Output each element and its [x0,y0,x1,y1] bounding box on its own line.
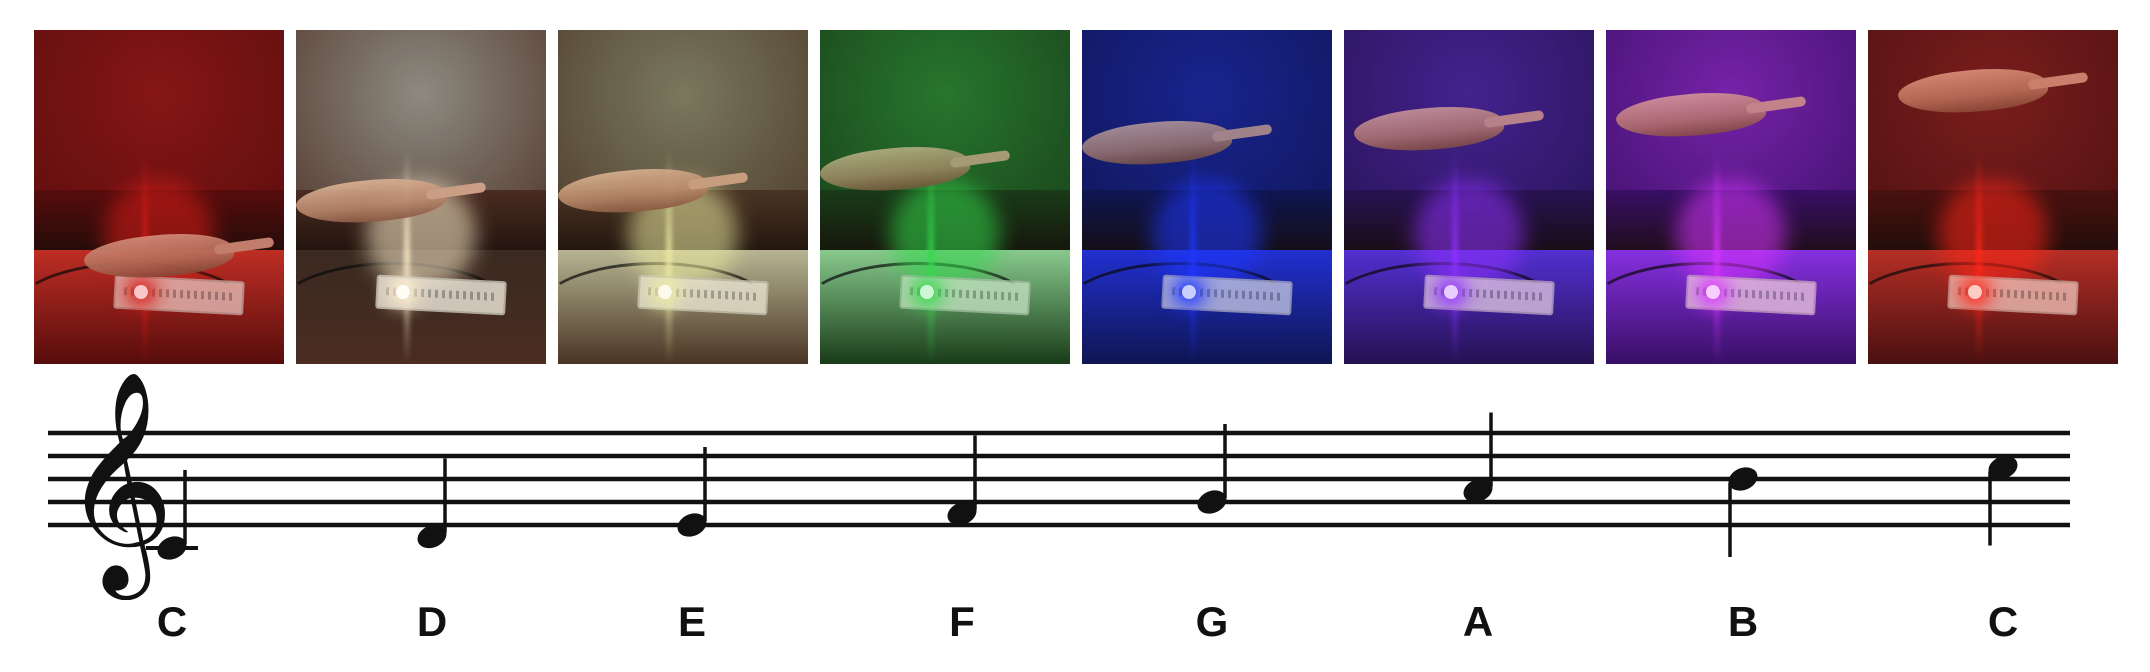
note-label-c: C [156,598,188,645]
light-tint [1082,30,1332,364]
photo-purple-led-note-a [1344,30,1594,364]
note-b-7 [1728,467,1758,557]
music-staff-area: 𝄞 C D E F G A B C [0,370,2150,672]
notehead [947,501,977,526]
note-g-5 [1197,424,1227,514]
note-c-1 [146,470,198,560]
note-a-6 [1463,412,1493,503]
notehead [1728,467,1758,491]
photo-magenta-led-note-b [1606,30,1856,364]
photo-blue-led-note-g [1082,30,1332,364]
notehead [1463,478,1493,503]
note-label-g: G [1195,598,1229,645]
led-photo-row [0,0,2150,370]
note-c-8 [1988,455,2018,546]
note-d-2 [417,458,447,549]
note-f-4 [947,435,977,526]
light-tint [296,30,546,364]
note-label-e: E [677,598,706,645]
notehead [1197,490,1227,514]
photo-green-led-note-f [820,30,1070,364]
notehead [157,536,187,560]
light-tint [1606,30,1856,364]
notehead [417,524,447,549]
light-tint [820,30,1070,364]
music-staff: 𝄞 [48,370,2070,600]
photo-red-led-note-c [34,30,284,364]
note-label-c: C [1987,598,2019,645]
light-tint [34,30,284,364]
photo-white-led-note-d [296,30,546,364]
note-e-3 [677,447,707,537]
note-label-d: D [416,598,448,645]
note-label-a: A [1462,598,1494,645]
light-tint [558,30,808,364]
note-label-f: F [949,598,975,645]
photo-yellow-led-note-e [558,30,808,364]
notehead [677,513,707,537]
notehead [1988,455,2018,480]
photo-red-led-note-c-high [1868,30,2118,364]
note-label-b: B [1727,598,1759,645]
light-tint [1344,30,1594,364]
treble-clef-icon: 𝄞 [62,370,174,600]
light-tint [1868,30,2118,364]
